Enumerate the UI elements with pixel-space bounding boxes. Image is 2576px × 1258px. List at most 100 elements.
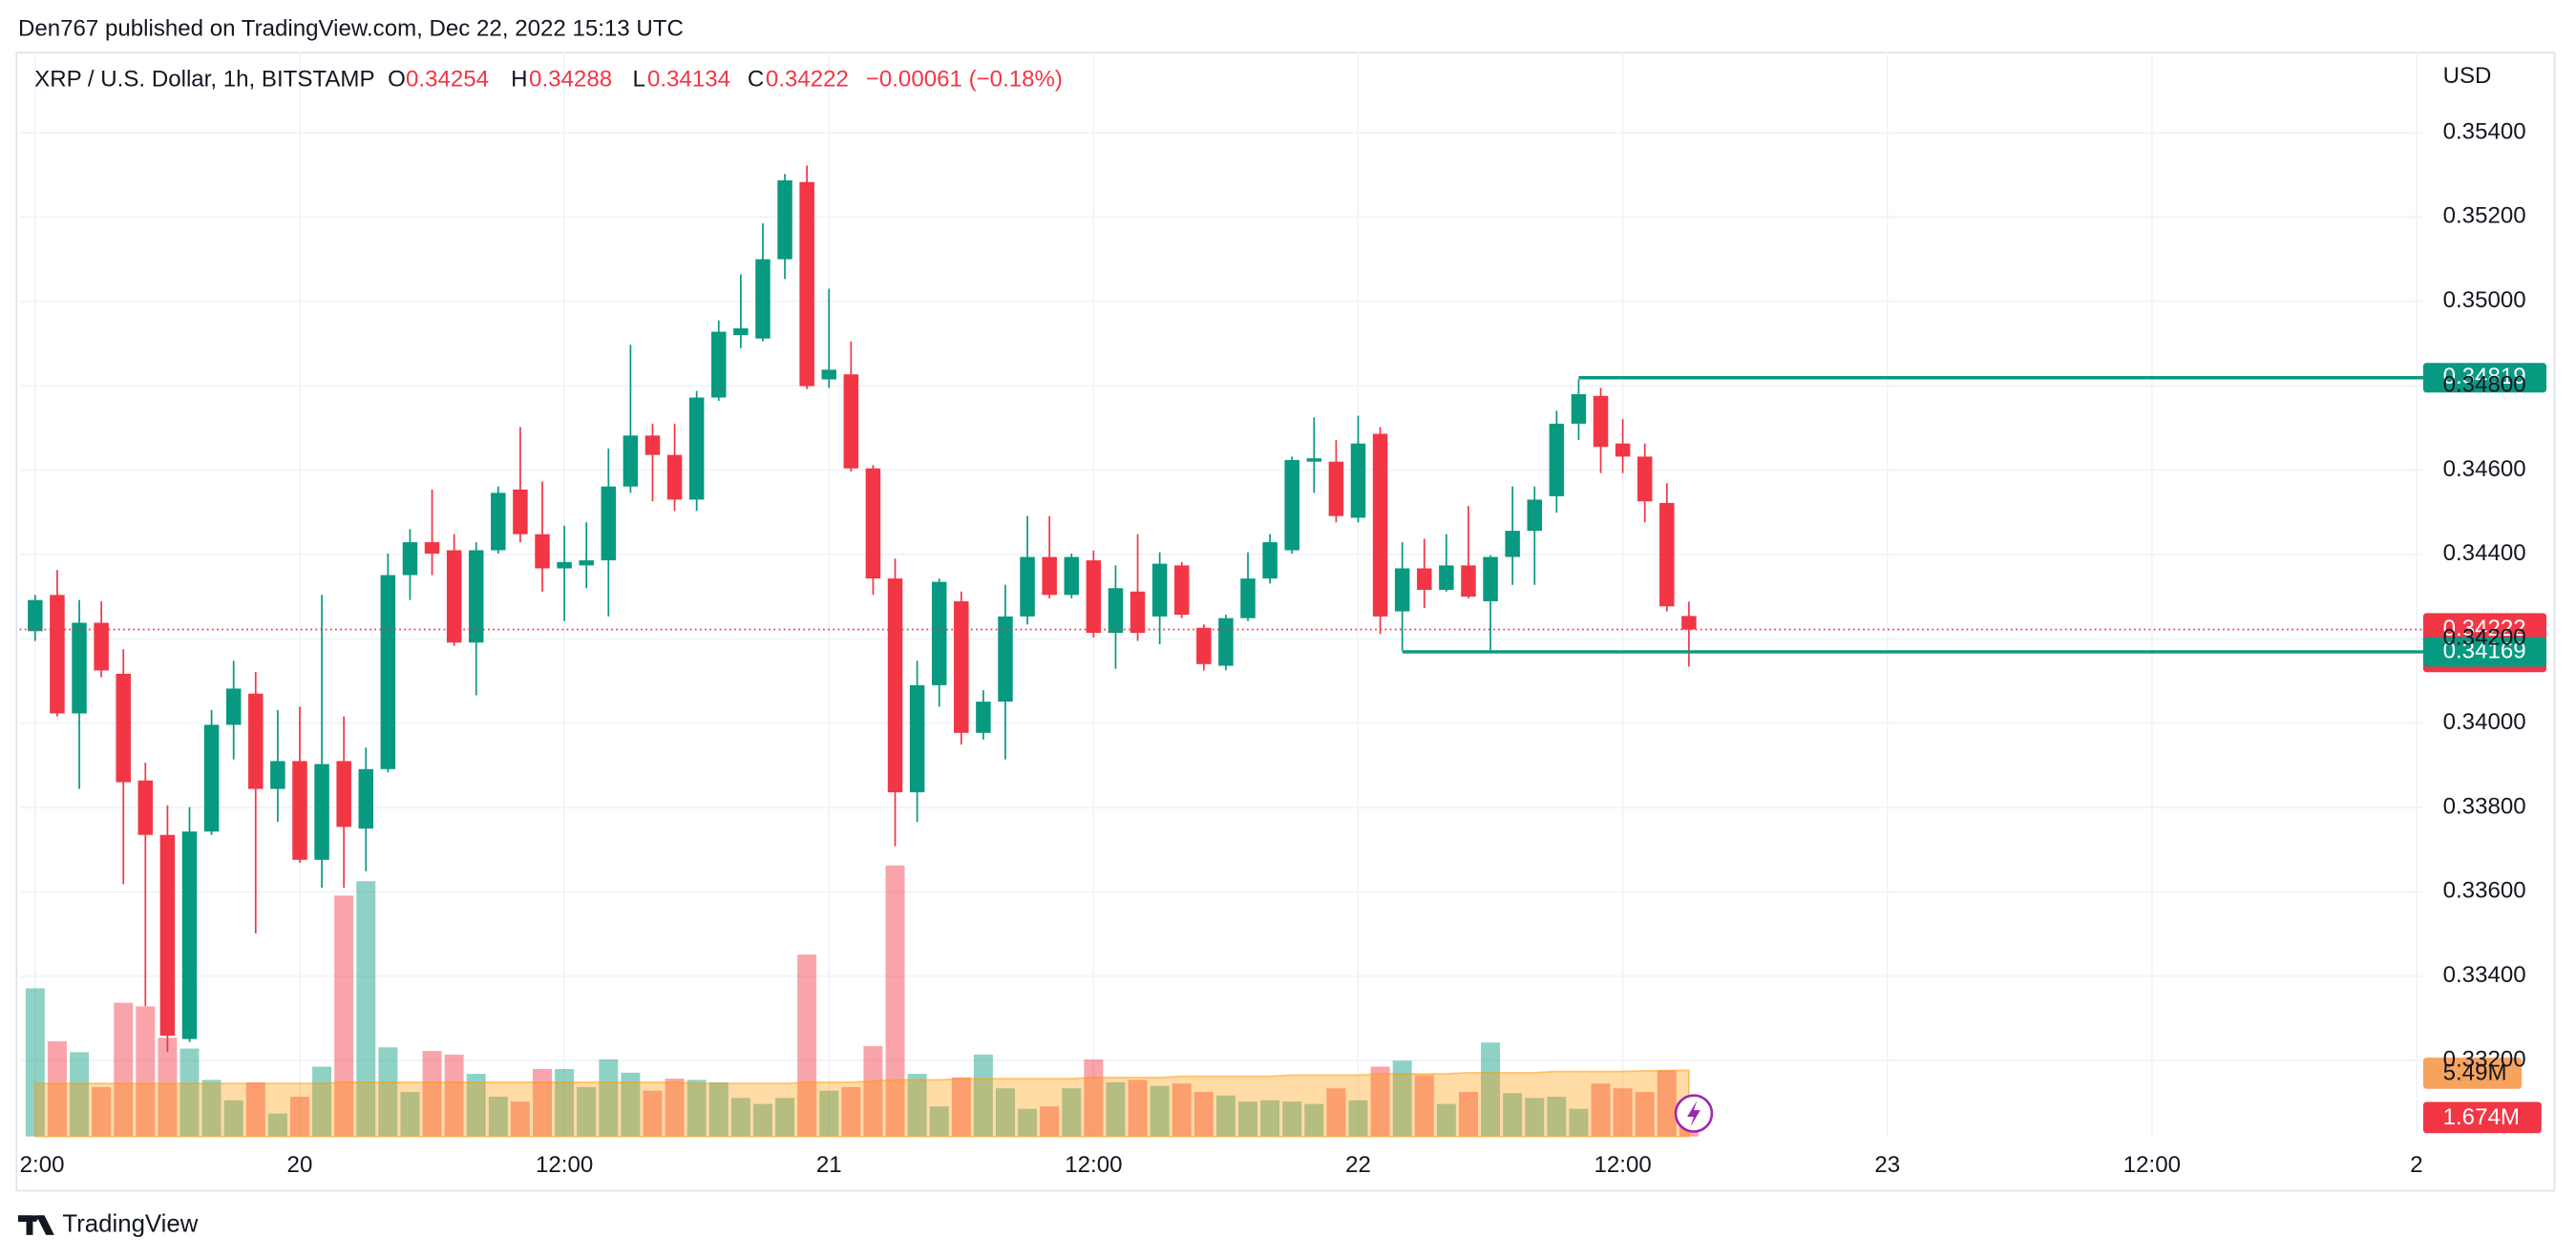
volume-bar [158,1038,178,1137]
candle-body [755,259,771,339]
volume-bar [996,1088,1015,1137]
volume-bar [136,1006,156,1137]
x-tick-label: 12:00 [536,1152,593,1178]
replay-icon-bolt[interactable] [1687,1100,1700,1127]
volume-bar [179,1048,200,1137]
currency-label: USD [2443,63,2492,89]
candle-body [799,181,814,387]
volume-bar [907,1074,927,1137]
candle-body [579,560,594,566]
replay-icon[interactable] [1674,1094,1714,1133]
volume-bar [466,1074,486,1137]
candle-body [468,550,484,643]
volume-bar [555,1069,575,1137]
candle-body [865,468,881,579]
volume-bar [1172,1083,1192,1137]
candle-body [1130,591,1146,634]
volume-bar [708,1081,728,1137]
volume-bar [289,1097,309,1137]
volume-bar [1503,1093,1523,1137]
candle-body [72,622,87,714]
legend-open: 0.34254 [406,67,489,93]
brand-icon[interactable] [17,1215,54,1235]
x-tick-label: 2:00 [20,1152,65,1178]
layer-grid [19,52,2423,1137]
candle-body [1020,556,1035,617]
volume-bar [1215,1095,1235,1137]
volume-bar [334,895,354,1137]
candle-body [777,179,792,260]
y-tick-label: 0.33200 [2443,1046,2526,1072]
volume-bar [47,1040,67,1137]
volume-bar [378,1047,398,1137]
candle-body [1218,618,1234,666]
candle-body [116,673,131,783]
volume-bar [70,1052,90,1137]
candle-body [711,331,727,398]
candle-body [1262,542,1277,579]
y-tick-label: 0.33400 [2443,962,2526,988]
y-tick-label: 0.35000 [2443,287,2526,313]
candle-body [181,831,198,1039]
volume-bar [1260,1100,1280,1137]
legend-high: 0.34288 [529,67,612,93]
level-label: 0.34819 [2443,364,2526,389]
volume-bar [1084,1059,1104,1137]
volume-bar [1525,1098,1545,1137]
legend-close: 0.34222 [766,67,849,93]
volume-bar [400,1091,420,1137]
volume-bar [1238,1101,1258,1137]
legend-low: 0.34134 [647,67,730,93]
volume-bar [1569,1108,1589,1137]
candle-body [159,834,176,1037]
candle-body [380,575,396,769]
candle-body [1615,443,1631,457]
candle-body [998,616,1013,702]
volume-bar [1040,1106,1060,1137]
volume-bar [245,1081,265,1137]
volume-bar [973,1054,993,1137]
x-tick-label: 21 [816,1152,842,1178]
level-box [2422,363,2546,393]
volume-bar [1150,1085,1170,1137]
volume-bar [1128,1080,1148,1137]
chart-frame [15,52,2556,1192]
candle-body [1681,616,1697,630]
candle-body [1350,443,1366,518]
symbol: XRP / U.S. Dollar, 1h, BITSTAMP [34,67,374,93]
volume-bar [114,1002,134,1137]
volume-ma-label: 5.49M [2443,1060,2507,1086]
candle-body [94,622,109,671]
candle-body [1505,531,1520,557]
candle-body [203,724,220,832]
volume-bar [599,1059,619,1137]
candle-body [557,561,572,569]
volume-bar [422,1051,442,1137]
volume-bar [201,1080,222,1137]
candle-body [931,581,947,685]
candle-body [513,489,528,535]
volume-bar [730,1098,750,1137]
candle-body [491,493,506,551]
candle-body [358,768,373,829]
volume-ma-area [33,1069,1690,1138]
candle-body [644,435,661,455]
candle-body [1439,565,1454,591]
candle-body [623,435,639,487]
candle-body [1659,502,1675,607]
volume-bar [885,865,905,1137]
legend-key: L [632,67,644,93]
volume-bar [1282,1101,1302,1137]
candle-body [909,684,925,793]
volume-bar [1414,1075,1434,1137]
volume-bar [686,1080,707,1137]
brand-logo[interactable]: TradingView [17,1210,199,1237]
volume-bar [577,1086,597,1137]
candle-body [1328,461,1344,516]
candle-body [1086,560,1102,634]
brand-name[interactable]: TradingView [62,1210,198,1237]
volume-bar [841,1086,861,1137]
